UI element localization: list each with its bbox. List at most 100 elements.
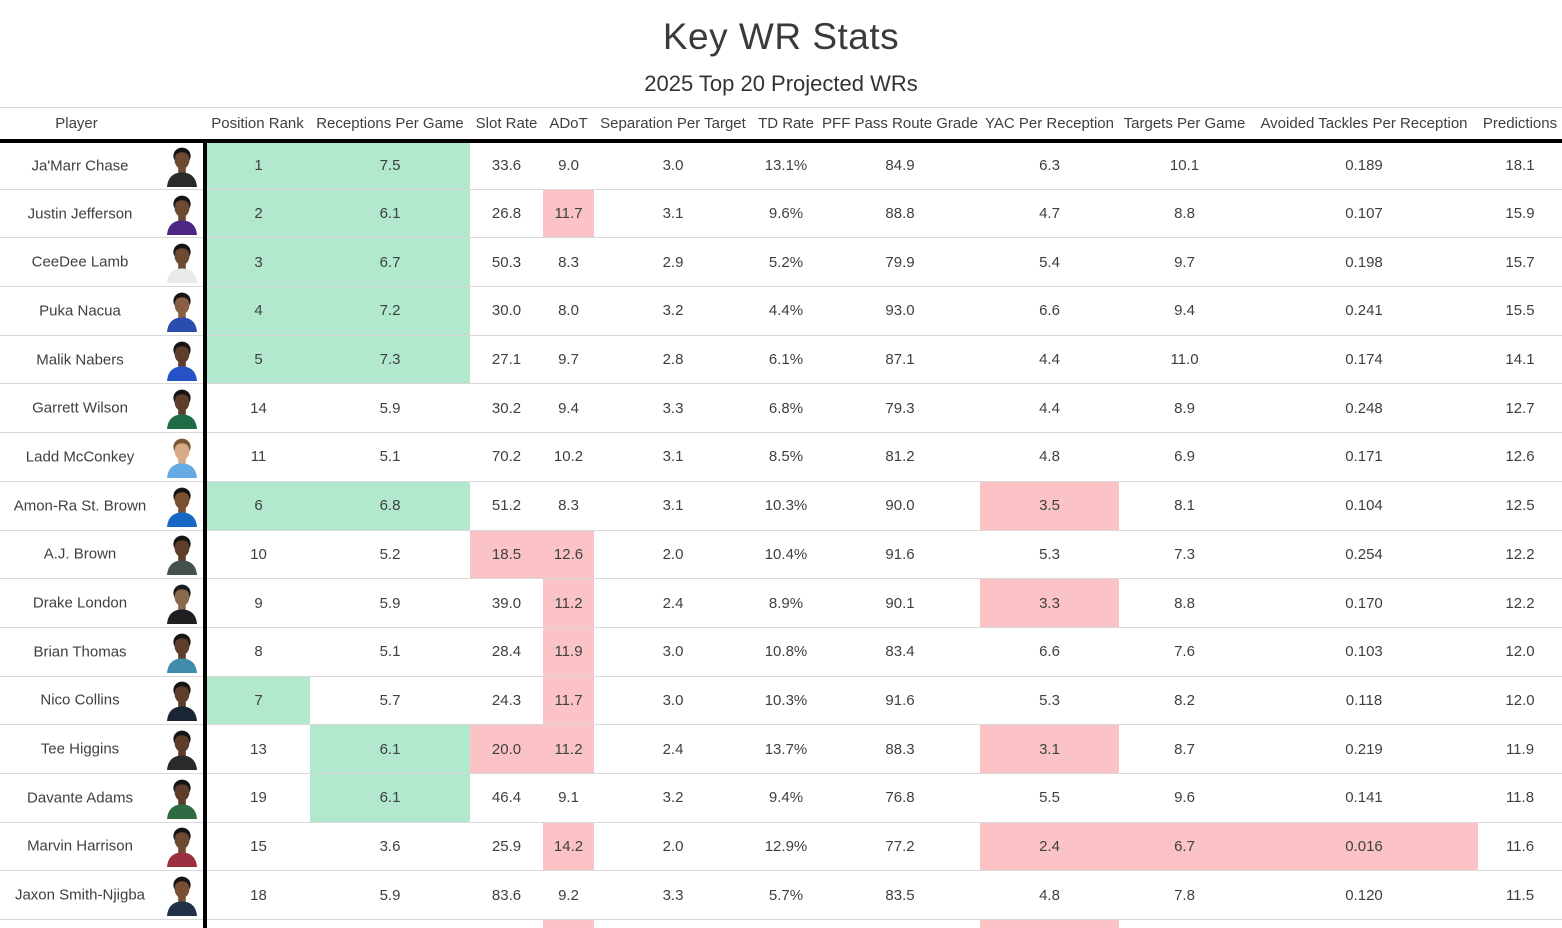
cell-tgt: 8.9 bbox=[1174, 399, 1195, 417]
cell-pred: 12.0 bbox=[1505, 643, 1535, 661]
cell-adot bbox=[543, 919, 594, 928]
cell-slot: 70.2 bbox=[491, 448, 522, 466]
cell-rec: 7.2 bbox=[310, 286, 470, 336]
cell-pred: 12.2 bbox=[1505, 545, 1535, 563]
cell-yac: 6.3 bbox=[1039, 157, 1060, 175]
cell-sep: 3.0 bbox=[662, 643, 684, 661]
cell-pff: 87.1 bbox=[885, 351, 915, 369]
cell-adot: 9.0 bbox=[558, 157, 579, 175]
cell-slot: 25.9 bbox=[491, 837, 522, 855]
cell-player: Ja'Marr Chase bbox=[0, 140, 207, 190]
cell-pred: 12.5 bbox=[1505, 497, 1535, 515]
column-header-yac: YAC Per Reception bbox=[985, 114, 1114, 132]
cell-pff: 81.2 bbox=[885, 448, 915, 466]
table-row: Marvin Harrison 15 3.6 25.9 14.2 2.0 12.9% 77.2… bbox=[0, 822, 1562, 871]
cell-td: 8.9% bbox=[768, 594, 804, 612]
player-photo bbox=[165, 533, 199, 576]
column-header-player: Player bbox=[55, 114, 98, 132]
cell-pred: 15.9 bbox=[1505, 205, 1535, 223]
cell-rank: 2 bbox=[205, 189, 310, 238]
player-photo-icon bbox=[167, 876, 197, 917]
cell-sep: 2.8 bbox=[662, 351, 684, 369]
cell-td: 6.1% bbox=[768, 351, 804, 369]
player-name: Malik Nabers bbox=[36, 351, 124, 369]
cell-yac: 6.6 bbox=[1039, 302, 1060, 320]
cell-rec: 5.1 bbox=[379, 448, 401, 466]
cell-rank: 15 bbox=[250, 837, 267, 855]
cell-sep: 2.4 bbox=[662, 740, 684, 758]
cell-pff: 76.8 bbox=[885, 789, 915, 807]
cell-slot: 26.8 bbox=[491, 205, 522, 223]
player-photo bbox=[165, 387, 199, 430]
player-photo bbox=[165, 874, 199, 917]
cell-yac bbox=[980, 919, 1119, 928]
cell-pred bbox=[1478, 920, 1562, 928]
cell-adot: 9.7 bbox=[558, 351, 579, 369]
player-photo bbox=[165, 728, 199, 771]
table-row: Drake London 9 5.9 39.0 11.2 2.4 8.9% 90.1 3.3 8.… bbox=[0, 578, 1562, 628]
cell-slot: 20.0 bbox=[470, 724, 543, 774]
cell-pff: 91.6 bbox=[885, 691, 915, 709]
player-photo-icon bbox=[167, 828, 197, 868]
cell-pff: 84.9 bbox=[885, 157, 915, 175]
cell-rank: 18 bbox=[250, 886, 267, 904]
cell-pred: 11.5 bbox=[1505, 886, 1535, 904]
cell-pred: 12.7 bbox=[1505, 399, 1535, 417]
table-header: Player Position Rank Receptions Per Game Sl… bbox=[0, 107, 1562, 141]
player-photo bbox=[165, 193, 199, 235]
player-name: CeeDee Lamb bbox=[31, 253, 129, 271]
cell-avt: 0.171 bbox=[1345, 448, 1383, 466]
cell-player: CeeDee Lamb bbox=[0, 237, 207, 287]
cell-slot: 46.4 bbox=[491, 789, 522, 807]
cell-avt bbox=[1250, 920, 1478, 928]
player-photo-icon bbox=[167, 487, 197, 527]
player-photo bbox=[165, 339, 199, 381]
cell-td: 5.2% bbox=[768, 253, 804, 271]
cell-tgt: 9.6 bbox=[1174, 789, 1195, 807]
cell-pff: 93.0 bbox=[885, 302, 915, 320]
cell-player: A.J. Brown bbox=[0, 530, 207, 579]
cell-player: Nico Collins bbox=[0, 676, 207, 725]
cell-td: 8.5% bbox=[768, 448, 804, 466]
player-name: Nico Collins bbox=[40, 691, 120, 709]
cell-sep: 3.3 bbox=[662, 886, 684, 904]
cell-sep: 3.1 bbox=[662, 448, 684, 466]
column-header-slot: Slot Rate bbox=[475, 114, 538, 132]
cell-slot: 39.0 bbox=[491, 594, 522, 612]
player-photo-icon bbox=[167, 730, 197, 771]
cell-slot: 28.4 bbox=[491, 643, 522, 661]
player-photo-icon bbox=[167, 438, 197, 478]
cell-pff: 79.3 bbox=[885, 399, 915, 417]
cell-slot: 83.6 bbox=[491, 886, 522, 904]
cell-slot: 30.2 bbox=[491, 399, 522, 417]
cell-player: Davante Adams bbox=[0, 773, 207, 823]
cell-player: Ladd McConkey bbox=[0, 432, 207, 482]
cell-pred: 12.2 bbox=[1505, 594, 1535, 612]
player-photo bbox=[165, 825, 199, 868]
cell-slot: 24.3 bbox=[491, 691, 522, 709]
cell-tgt: 10.1 bbox=[1169, 157, 1200, 175]
cell-td: 5.7% bbox=[768, 886, 804, 904]
cell-rec: 6.7 bbox=[310, 237, 470, 287]
cell-pred: 11.6 bbox=[1505, 837, 1535, 855]
table-row: Jaxon Smith-Njigba 18 5.9 83.6 9.2 3.3 5.7% 83.… bbox=[0, 870, 1562, 920]
cell-avt: 0.174 bbox=[1345, 351, 1383, 369]
cell-yac: 4.4 bbox=[1039, 399, 1060, 417]
cell-yac: 5.3 bbox=[1039, 545, 1060, 563]
cell-tgt: 11.0 bbox=[1170, 351, 1199, 369]
cell-rank: 6 bbox=[205, 481, 310, 530]
player-photo-icon bbox=[167, 195, 197, 235]
player-photo-icon bbox=[167, 633, 197, 673]
cell-avt: 0.016 bbox=[1250, 822, 1478, 871]
cell-sep: 2.0 bbox=[662, 837, 684, 855]
cell-avt: 0.170 bbox=[1345, 594, 1383, 612]
cell-pff bbox=[820, 920, 980, 928]
cell-player: Malik Nabers bbox=[0, 335, 207, 384]
header-row: Player Position Rank Receptions Per Game Sl… bbox=[0, 107, 1562, 141]
cell-tgt: 8.1 bbox=[1174, 497, 1195, 515]
cell-rank: 3 bbox=[205, 237, 310, 287]
cell-sep: 2.4 bbox=[662, 594, 684, 612]
player-photo-icon bbox=[167, 682, 197, 722]
cell-td: 9.4% bbox=[768, 789, 804, 807]
